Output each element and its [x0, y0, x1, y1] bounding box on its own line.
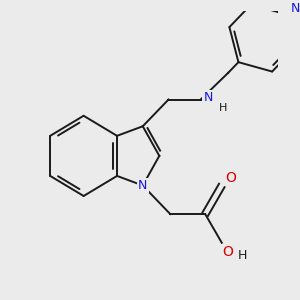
Text: N: N	[290, 2, 300, 15]
Text: O: O	[222, 245, 233, 259]
Text: H: H	[218, 103, 227, 113]
Text: N: N	[203, 91, 213, 104]
Text: O: O	[226, 171, 236, 185]
Text: H: H	[237, 249, 247, 262]
Text: N: N	[138, 179, 148, 192]
